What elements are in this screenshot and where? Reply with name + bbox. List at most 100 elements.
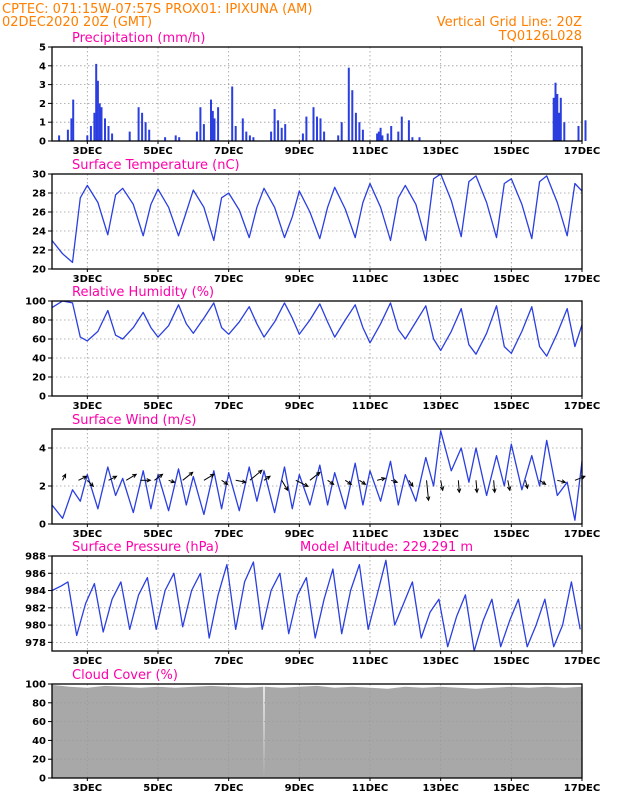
precip-bar <box>234 126 237 141</box>
wind-arrow-head <box>381 477 387 482</box>
temperature-xtick-label: 17DEC <box>564 274 600 285</box>
wind-arrow-head <box>209 473 215 478</box>
wind-arrow-head <box>284 486 289 492</box>
wind-arrow-shaft <box>376 477 386 481</box>
precip-bar <box>107 126 110 141</box>
precip-bar <box>128 131 131 141</box>
precip-bar <box>72 99 75 141</box>
wind-arrow-head <box>361 480 367 485</box>
temperature-line <box>51 173 583 264</box>
humidity-frame <box>51 300 583 397</box>
wind-title: Surface Wind (m/s) <box>72 413 196 428</box>
wind-arrow-shaft <box>235 479 246 483</box>
wind-arrow-shaft <box>493 480 496 493</box>
pressure-xtick-label: 17DEC <box>564 656 600 667</box>
cloud-xtick-label: 11DEC <box>352 783 388 794</box>
precip-bar <box>301 133 304 141</box>
precip-bar <box>217 107 220 141</box>
cloud-xtick-label: 15DEC <box>493 783 529 794</box>
wind-xtick-label: 3DEC <box>73 529 102 540</box>
pressure-ytick-label: 982 <box>25 603 46 614</box>
wind-arrow-head <box>492 488 497 494</box>
precip-bar <box>558 112 560 141</box>
wind-panel: 0 2 4 3DEC 5DEC 7DEC 9DEC 11DEC 13DEC 15DEC 17DEC S… <box>39 413 600 540</box>
precip-bar <box>337 135 340 141</box>
temperature-ytick-label: 26 <box>32 208 46 219</box>
wind-arrow <box>327 479 335 485</box>
cloud-xtick-label: 13DEC <box>422 783 458 794</box>
wind-arrow-shaft <box>524 480 528 489</box>
precip-bar <box>351 90 354 141</box>
precip-bar <box>284 124 287 141</box>
pressure-subtitle: Model Altitude: 229.291 m <box>300 540 473 555</box>
pressure-xtick-label: 3DEC <box>73 656 102 667</box>
wind-arrow-head <box>439 486 445 492</box>
wind-arrow <box>295 479 309 487</box>
wind-arrow <box>408 480 414 488</box>
wind-arrow <box>86 479 95 488</box>
humidity-xtick-label: 5DEC <box>143 401 172 412</box>
temperature-xtick-label: 7DEC <box>214 274 243 285</box>
precip-ytick-label: 1 <box>39 118 46 129</box>
precip-ytick-label: 2 <box>39 99 46 110</box>
wind-arrow <box>62 473 67 481</box>
cloud-ytick-label: 100 <box>25 680 46 691</box>
wind-arrow-head <box>315 471 321 477</box>
precip-bar <box>381 135 384 141</box>
wind-arrow-shaft <box>539 479 546 485</box>
wind-arrow-shaft <box>507 480 511 491</box>
wind-ytick-label: 2 <box>39 482 46 493</box>
precip-bar <box>148 129 151 141</box>
wind-arrow <box>359 479 367 485</box>
precip-xtick-label: 9DEC <box>285 146 314 157</box>
precip-bar <box>411 137 414 141</box>
pressure-ytick-label: 986 <box>25 569 46 580</box>
temperature-ytick-label: 24 <box>32 227 46 238</box>
precip-panel: 0 1 2 3 4 5 3DEC 5DEC 7DEC 9DEC 11DEC 13DEC 15DEC 17D… <box>39 31 600 157</box>
temperature-plot-area <box>52 174 582 269</box>
wind-arrow-shaft <box>309 471 321 481</box>
wind-arrow <box>492 480 497 494</box>
wind-arrow <box>474 480 479 494</box>
wind-arrow-head <box>265 475 271 480</box>
precip-bar <box>552 97 555 141</box>
precip-bar <box>144 122 147 141</box>
humidity-xtick-label: 15DEC <box>493 401 529 412</box>
wind-arrow-head <box>62 473 67 479</box>
precip-bar <box>273 109 276 141</box>
wind-xtick-label: 11DEC <box>352 529 388 540</box>
pressure-plot-area <box>52 556 582 651</box>
precip-bar <box>202 124 205 141</box>
humidity-ytick-label: 80 <box>32 316 46 327</box>
wind-arrow-head <box>506 486 512 492</box>
wind-arrow-head <box>456 488 462 494</box>
precip-bar <box>400 116 403 141</box>
precip-bar <box>137 107 140 141</box>
wind-arrow <box>524 480 529 490</box>
wind-xtick-label: 5DEC <box>143 529 172 540</box>
pressure-xtick-label: 11DEC <box>352 656 388 667</box>
wind-arrow-head <box>524 484 529 490</box>
precip-ytick-label: 3 <box>39 80 46 91</box>
pressure-xtick-label: 9DEC <box>285 656 314 667</box>
humidity-xtick-label: 17DEC <box>564 401 600 412</box>
precip-bar <box>556 94 559 141</box>
temperature-title: Surface Temperature (nC) <box>72 158 240 173</box>
wind-arrow-head <box>347 480 353 485</box>
wind-arrow <box>154 473 164 481</box>
cloud-xtick-label: 7DEC <box>214 783 243 794</box>
precip-bar <box>252 137 255 141</box>
pressure-xtick-label: 5DEC <box>143 656 172 667</box>
humidity-plot-area <box>52 301 582 396</box>
precip-bar <box>386 133 389 141</box>
temperature-frame <box>51 173 583 270</box>
precip-bar <box>86 135 89 141</box>
temperature-xtick-label: 11DEC <box>352 274 388 285</box>
wind-arrow <box>309 471 321 481</box>
wind-line <box>51 430 583 521</box>
wind-arrow <box>376 477 387 482</box>
precip-bar <box>407 120 410 141</box>
cloud-ytick-label: 80 <box>32 698 46 709</box>
cloud-ytick-label: 0 <box>39 774 46 785</box>
